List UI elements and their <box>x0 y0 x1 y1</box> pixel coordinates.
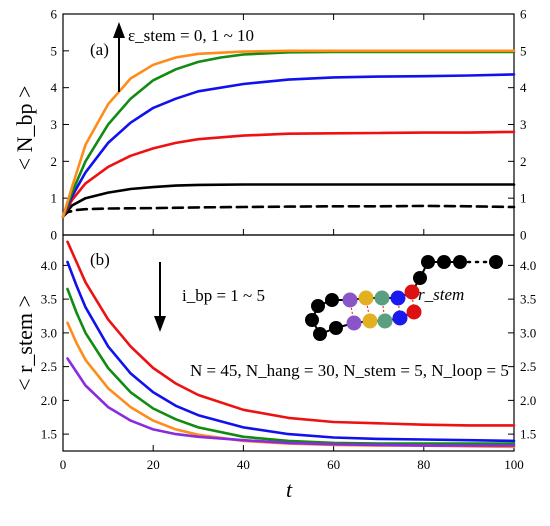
y-tick-label-right: 5 <box>520 43 527 58</box>
inset-rstem-label: r_stem <box>418 285 464 304</box>
ticks-layer: 0 20 40 60 80 100 0 0 1 1 2 2 3 3 4 4 5 5 6 6 1.5 1.5 2.0 2.0 2.… <box>41 7 537 473</box>
inset-bead <box>325 293 339 307</box>
inset-bead <box>413 271 427 285</box>
ibp-arrow-head <box>154 316 166 332</box>
parameters-text: N = 45, N_hang = 30, N_stem = 5, N_loop … <box>190 361 509 380</box>
y-tick-label-left: 4 <box>51 80 58 95</box>
y-tick-label-left: 1.5 <box>41 427 57 442</box>
y-tick-label-right: 6 <box>520 7 527 22</box>
y-tick-label-left: 2.5 <box>41 359 57 374</box>
y-tick-label-right: 2.0 <box>520 393 536 408</box>
panel-b-series-line <box>66 240 516 427</box>
y-tick-label-left: 0 <box>51 228 58 243</box>
panel-b-series-line <box>66 321 516 449</box>
x-tick-label: 80 <box>417 457 430 472</box>
inset-bead <box>329 321 343 335</box>
y-tick-label-right: 4 <box>520 80 527 95</box>
panel-b-series-line <box>66 357 516 447</box>
panel-b-frame <box>62 234 515 452</box>
panel-a-ylabel: < N_bp > <box>12 86 37 171</box>
series-layer <box>61 49 516 449</box>
y-tick-label-right: 2.5 <box>520 359 536 374</box>
y-tick-label-left: 3.0 <box>41 325 57 340</box>
y-tick-label-left: 3 <box>51 117 58 132</box>
y-tick-label-right: 1.5 <box>520 427 536 442</box>
inset-bead <box>311 299 325 313</box>
inset-bead <box>453 255 467 269</box>
y-tick-label-left: 2 <box>51 154 58 169</box>
y-tick-label-right: 2 <box>520 154 527 169</box>
x-tick-label: 0 <box>60 457 67 472</box>
y-tick-label-right: 4.0 <box>520 258 536 273</box>
inset-bead <box>404 284 420 300</box>
panel-a-series-line <box>61 73 516 218</box>
inset-bead <box>390 290 406 306</box>
inset-bead <box>406 304 422 320</box>
y-tick-label-left: 1 <box>51 191 58 206</box>
y-tick-label-right: 3.0 <box>520 325 536 340</box>
panel-b-ylabel: < r_stem > <box>12 295 37 391</box>
inset-bead <box>374 290 390 306</box>
panel-a-series-line <box>61 130 516 218</box>
panel-b-label: (b) <box>90 250 110 269</box>
y-tick-label-right: 3.5 <box>520 292 536 307</box>
y-tick-label-left: 3.5 <box>41 292 57 307</box>
inset-bead <box>342 292 358 308</box>
x-axis-title: t <box>286 477 293 502</box>
y-tick-label-left: 2.0 <box>41 393 57 408</box>
y-tick-label-left: 4.0 <box>41 258 57 273</box>
inset-bead <box>362 313 378 329</box>
y-tick-label-right: 0 <box>520 228 527 243</box>
inset-bead <box>305 313 319 327</box>
stem-loop-inset <box>305 255 503 341</box>
inset-bead <box>437 255 451 269</box>
panel-a-series-line <box>61 49 516 218</box>
y-tick-label-right: 1 <box>520 191 527 206</box>
x-tick-label: 100 <box>504 457 524 472</box>
panel-b-series-line <box>66 287 516 445</box>
ibp-annotation: i_bp = 1 ~ 5 <box>182 286 265 305</box>
panel-b-series-line <box>66 260 516 443</box>
panel-a-series-line <box>61 183 516 218</box>
epsilon-arrow-head <box>113 22 125 38</box>
epsilon-annotation: ε_stem = 0, 1 ~ 10 <box>128 26 254 45</box>
x-tick-label: 60 <box>327 457 340 472</box>
y-tick-label-left: 5 <box>51 43 58 58</box>
inset-bead <box>489 255 503 269</box>
inset-bead <box>421 255 435 269</box>
inset-bead <box>377 313 393 329</box>
y-tick-label-left: 6 <box>51 7 58 22</box>
x-tick-label: 20 <box>147 457 160 472</box>
panel-a-frame <box>62 13 515 236</box>
x-tick-label: 40 <box>237 457 250 472</box>
inset-bead <box>358 290 374 306</box>
inset-bead <box>392 310 408 326</box>
panel-a-label: (a) <box>90 40 109 59</box>
y-tick-label-right: 3 <box>520 117 527 132</box>
inset-bead <box>313 327 327 341</box>
panel-a-series-line <box>61 204 516 218</box>
inset-bead <box>346 315 362 331</box>
